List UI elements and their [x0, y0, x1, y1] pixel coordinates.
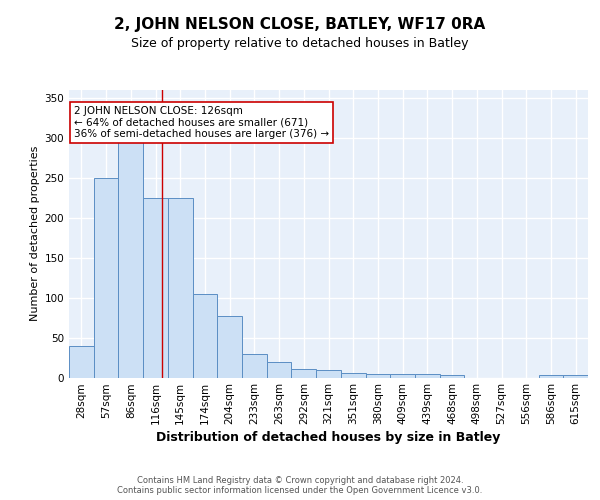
- Bar: [341, 372, 365, 378]
- Bar: [193, 294, 217, 378]
- Bar: [563, 375, 588, 378]
- Bar: [539, 375, 563, 378]
- Bar: [118, 122, 143, 378]
- Bar: [316, 370, 341, 378]
- Bar: [168, 198, 193, 378]
- Text: Contains HM Land Registry data © Crown copyright and database right 2024.
Contai: Contains HM Land Registry data © Crown c…: [118, 476, 482, 495]
- Y-axis label: Number of detached properties: Number of detached properties: [30, 146, 40, 322]
- Bar: [242, 354, 267, 378]
- Bar: [365, 374, 390, 378]
- X-axis label: Distribution of detached houses by size in Batley: Distribution of detached houses by size …: [157, 432, 500, 444]
- Bar: [390, 374, 415, 378]
- Bar: [415, 374, 440, 378]
- Text: 2 JOHN NELSON CLOSE: 126sqm
← 64% of detached houses are smaller (671)
36% of se: 2 JOHN NELSON CLOSE: 126sqm ← 64% of det…: [74, 106, 329, 139]
- Bar: [94, 178, 118, 378]
- Bar: [69, 346, 94, 378]
- Bar: [267, 362, 292, 378]
- Bar: [440, 375, 464, 378]
- Bar: [217, 316, 242, 378]
- Bar: [292, 368, 316, 378]
- Text: Size of property relative to detached houses in Batley: Size of property relative to detached ho…: [131, 38, 469, 51]
- Bar: [143, 198, 168, 378]
- Text: 2, JOHN NELSON CLOSE, BATLEY, WF17 0RA: 2, JOHN NELSON CLOSE, BATLEY, WF17 0RA: [115, 18, 485, 32]
